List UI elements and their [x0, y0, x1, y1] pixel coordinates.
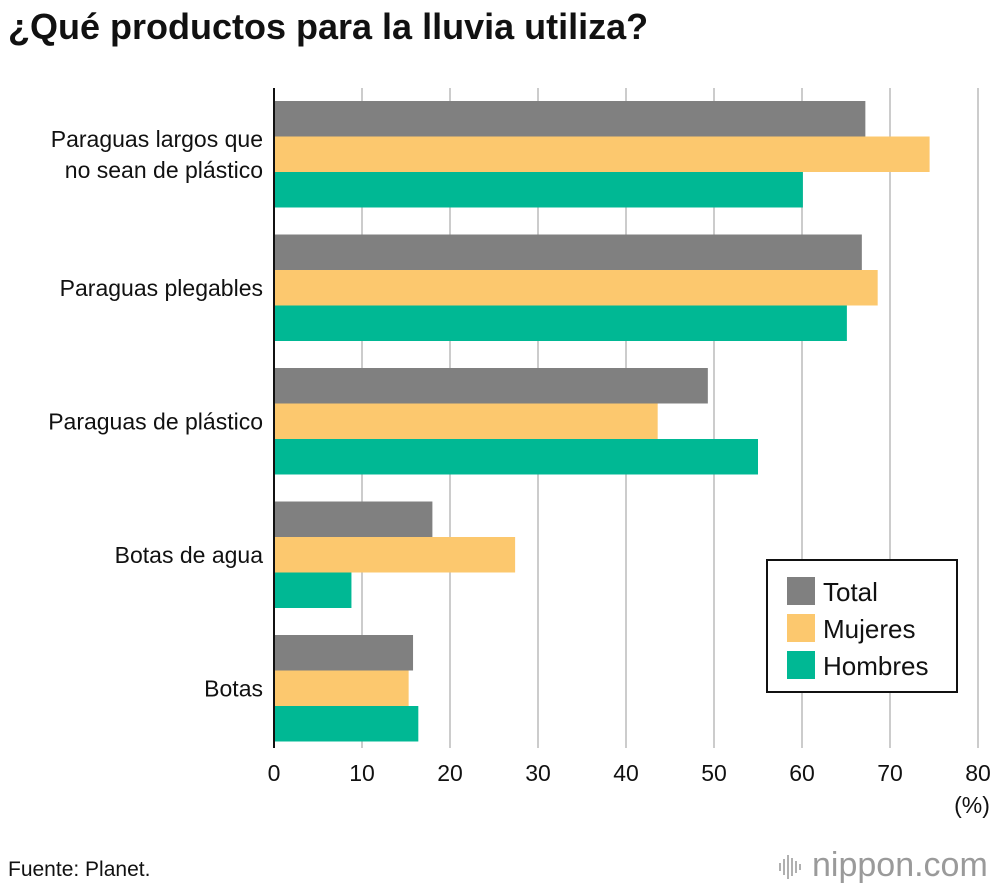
x-tick-label: 50 — [701, 760, 727, 786]
bar-hombres-1 — [274, 305, 847, 341]
bar-hombres-4 — [274, 706, 419, 742]
x-tick-label: 70 — [877, 760, 903, 786]
legend-label-mujeres: Mujeres — [823, 614, 915, 644]
legend: Total Mujeres Hombres — [766, 559, 958, 693]
bar-total-0 — [274, 101, 866, 137]
brand-logo[interactable]: nippon.com — [778, 846, 988, 885]
legend-label-total: Total — [823, 577, 878, 607]
bar-hombres-0 — [274, 172, 803, 208]
legend-swatch-hombres — [787, 651, 815, 679]
bar-mujeres-4 — [274, 670, 409, 706]
chart-title: ¿Qué productos para la lluvia utiliza? — [8, 6, 649, 47]
bars — [274, 101, 930, 742]
bar-total-4 — [274, 635, 414, 671]
bar-mujeres-3 — [274, 537, 516, 573]
bar-mujeres-2 — [274, 403, 658, 439]
bar-hombres-2 — [274, 439, 758, 475]
x-tick-label: 60 — [789, 760, 815, 786]
bar-mujeres-1 — [274, 270, 878, 306]
sound-wave-icon — [779, 855, 801, 880]
bar-total-2 — [274, 368, 708, 404]
category-label: no sean de plástico — [65, 157, 263, 183]
x-tick-label: 30 — [525, 760, 551, 786]
x-tick-label: 20 — [437, 760, 463, 786]
legend-swatch-mujeres — [787, 614, 815, 642]
x-tick-label: 0 — [268, 760, 281, 786]
source-note: Fuente: Planet. — [8, 858, 151, 881]
bar-hombres-3 — [274, 572, 352, 608]
category-label: Botas — [204, 675, 263, 701]
category-label: Paraguas largos que — [51, 126, 263, 152]
brand-domain: .com — [914, 846, 988, 884]
category-label: Paraguas de plástico — [48, 408, 263, 434]
x-tick-label: 40 — [613, 760, 639, 786]
x-tick-label: 10 — [349, 760, 375, 786]
category-labels: Paraguas largos que no sean de plástico Pa… — [48, 126, 263, 702]
x-tick-labels: 0 10 20 30 40 50 60 70 80 — [268, 760, 991, 786]
bar-mujeres-0 — [274, 136, 930, 172]
legend-swatch-total — [787, 577, 815, 605]
category-label: Botas de agua — [115, 542, 264, 568]
brand-name: nippon — [812, 846, 915, 884]
category-label: Paraguas plegables — [60, 275, 263, 301]
x-unit-label: (%) — [954, 792, 990, 818]
legend-label-hombres: Hombres — [823, 651, 928, 681]
x-tick-label: 80 — [965, 760, 991, 786]
bar-total-1 — [274, 234, 862, 270]
bar-total-3 — [274, 501, 433, 537]
